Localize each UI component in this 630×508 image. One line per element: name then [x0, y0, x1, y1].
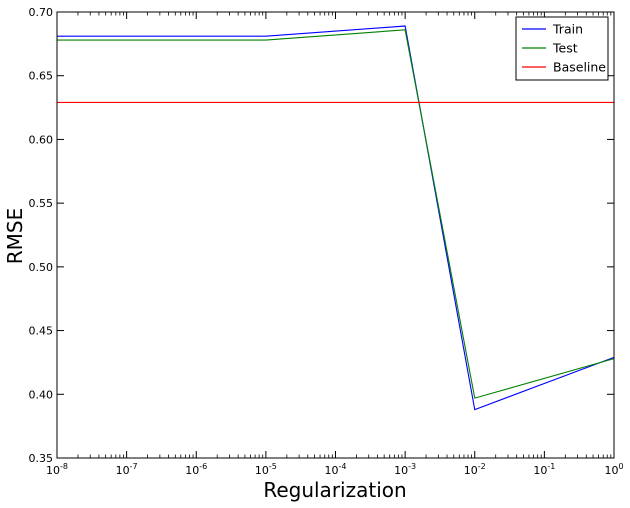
y-tick-label: 0.70 — [29, 6, 54, 19]
series-line-test — [57, 29, 615, 399]
y-tick-label: 0.35 — [29, 452, 54, 465]
tick-layer: 10-8 10-7 10-6 10-5 10-4 10-3 10-2 10-1 100 0.35 0… — [29, 6, 624, 477]
x-tick-label: 10-2 — [464, 462, 486, 477]
y-tick-label: 0.55 — [29, 197, 54, 210]
y-tick-label: 0.45 — [29, 325, 54, 338]
y-tick-label: 0.60 — [29, 133, 54, 146]
x-tick-label: 10-6 — [185, 462, 207, 477]
y-tick-label: 0.40 — [29, 388, 54, 401]
x-axis-title: Regularization — [263, 478, 406, 502]
y-axis-title: RMSE — [3, 208, 27, 264]
legend: Train Test Baseline — [515, 16, 609, 81]
y-tick-label: 0.65 — [29, 70, 54, 83]
x-tick-label: 100 — [604, 462, 623, 477]
x-tick-label: 10-4 — [325, 462, 347, 477]
plot-frame — [56, 11, 615, 459]
plot-background — [57, 12, 614, 458]
x-tick-label: 10-5 — [255, 462, 277, 477]
x-tick-label: 10-8 — [46, 462, 68, 477]
legend-label-test: Test — [552, 41, 578, 56]
series-layer — [57, 25, 615, 411]
x-tick-label: 10-1 — [533, 462, 555, 477]
legend-label-train: Train — [552, 22, 583, 37]
x-tick-label: 10-7 — [116, 462, 138, 477]
series-line-train — [57, 25, 615, 411]
y-tick-label: 0.50 — [29, 261, 54, 274]
legend-label-baseline: Baseline — [553, 60, 606, 75]
x-tick-label: 10-3 — [394, 462, 416, 477]
